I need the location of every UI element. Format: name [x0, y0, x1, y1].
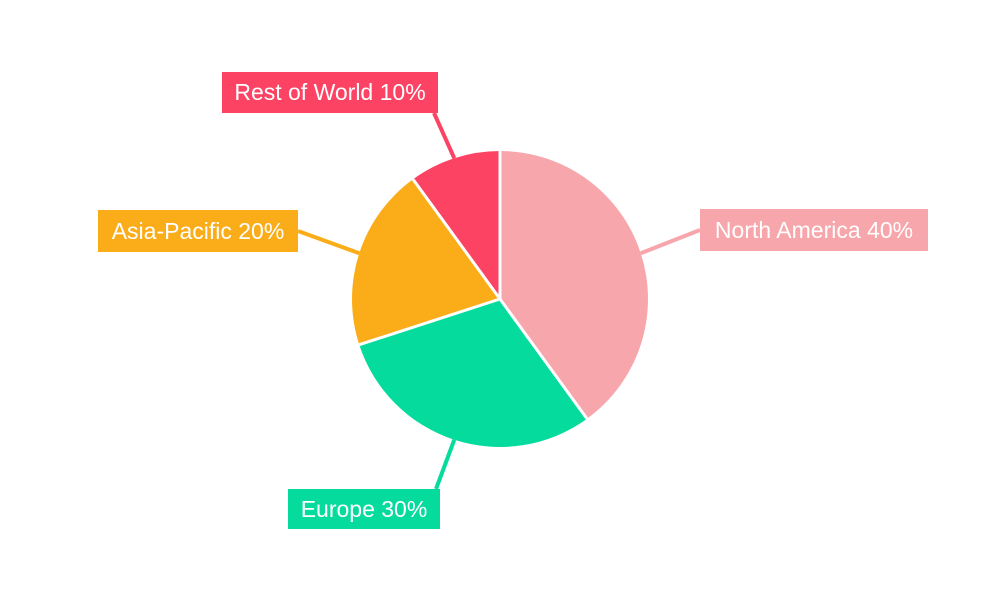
- callout-text-rest-of-world: Rest of World 10%: [234, 79, 426, 105]
- slice-separator: [358, 297, 501, 347]
- callout-label-europe: Europe 30%: [288, 489, 440, 529]
- callout-connector: [434, 439, 457, 490]
- pie-slices: [351, 151, 648, 447]
- callout-text-europe: Europe 30%: [300, 495, 428, 522]
- callout-text-asia-pacific: Asia-Pacific 20%: [111, 217, 285, 244]
- callout-connector: [297, 229, 360, 256]
- pie-slice-north-america[interactable]: [500, 151, 648, 419]
- callout-label-rest-of-world: Rest of World 10%: [222, 72, 438, 113]
- slice-separator: [498, 298, 589, 420]
- callout-text-north-america: North America 40%: [714, 216, 914, 243]
- slice-separators: [358, 151, 589, 420]
- callout-label-north-america: North America 40%: [700, 209, 928, 251]
- callout-connector-lines: [297, 112, 701, 490]
- pie-slice-europe[interactable]: [359, 299, 587, 447]
- pie-slice-asia-pacific[interactable]: [351, 179, 500, 345]
- callout-label-asia-pacific: Asia-Pacific 20%: [98, 210, 298, 252]
- callout-connector: [640, 228, 701, 256]
- slice-separator: [411, 178, 502, 300]
- pie-slice-rest-of-world[interactable]: [413, 151, 500, 299]
- callout-connector: [432, 112, 457, 160]
